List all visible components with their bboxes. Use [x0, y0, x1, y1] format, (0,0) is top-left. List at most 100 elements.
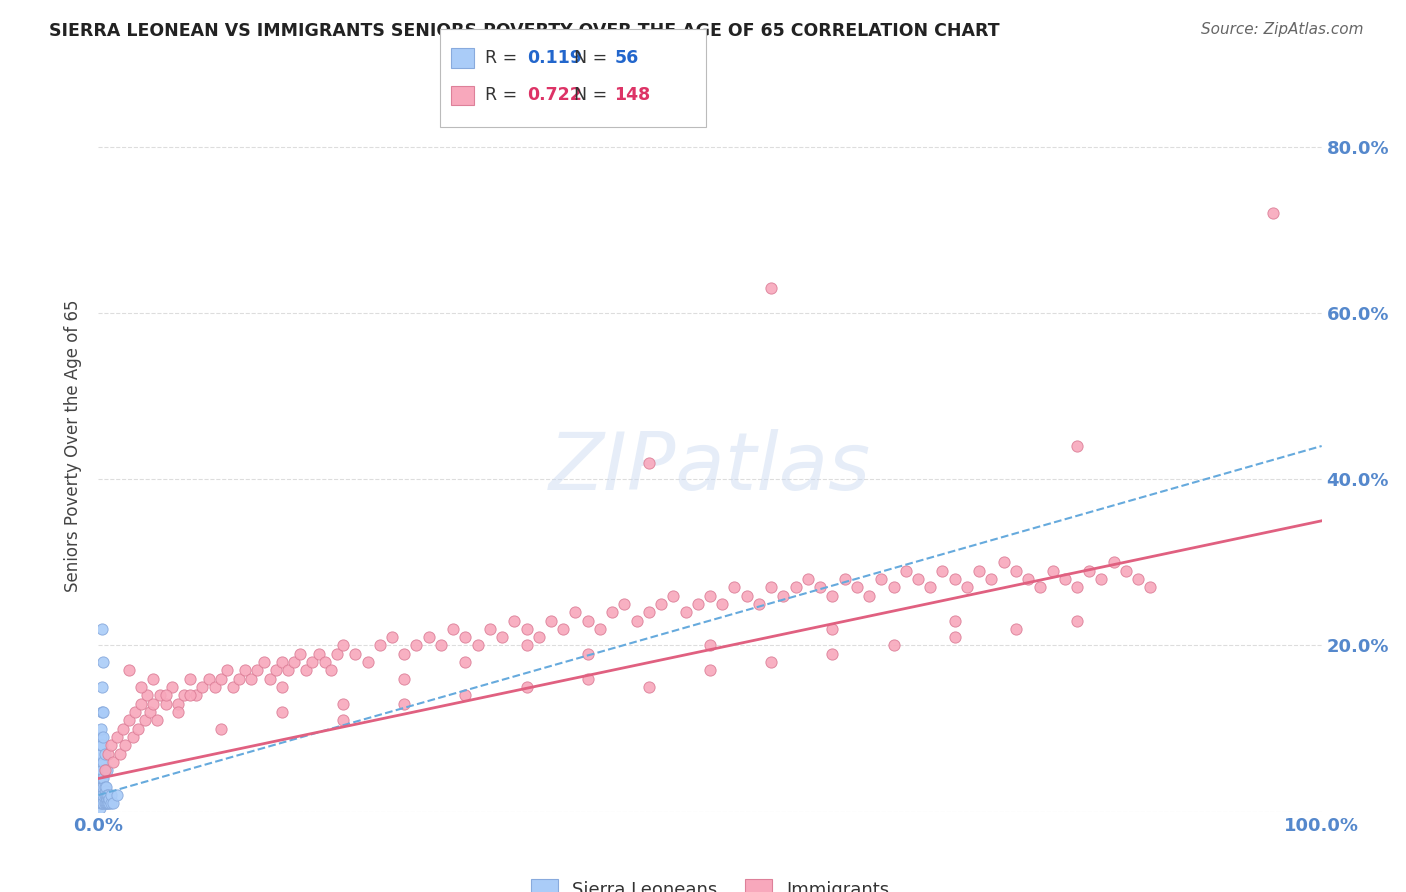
Point [332, 639, 354, 653]
Point [637, 680, 661, 694]
Point [91, 738, 114, 752]
Point [761, 281, 783, 295]
Point [96, 788, 118, 802]
Point [191, 680, 214, 694]
Point [711, 597, 734, 611]
Point [1078, 564, 1101, 578]
Point [381, 630, 404, 644]
Point [160, 680, 183, 694]
Point [91, 680, 114, 694]
Point [1102, 555, 1125, 569]
Point [101, 797, 124, 811]
Point [93, 763, 115, 777]
Point [1066, 614, 1088, 628]
Point [1066, 580, 1088, 594]
Point [723, 580, 745, 594]
Point [735, 589, 758, 603]
Point [142, 697, 165, 711]
Point [90, 747, 112, 761]
Point [98, 797, 121, 811]
Point [179, 672, 201, 686]
Point [675, 605, 697, 619]
Point [441, 622, 464, 636]
Point [204, 680, 226, 694]
Point [637, 456, 661, 470]
Point [94, 784, 117, 798]
Text: N =: N = [574, 49, 613, 67]
Point [90, 755, 112, 769]
Point [797, 572, 820, 586]
Point [90, 780, 112, 794]
Point [114, 738, 136, 752]
Point [91, 797, 114, 811]
Point [91, 705, 114, 719]
Point [94, 797, 117, 811]
Point [326, 647, 349, 661]
Point [454, 655, 477, 669]
Point [91, 788, 114, 802]
Point [503, 614, 526, 628]
Point [883, 639, 905, 653]
Point [91, 797, 114, 811]
Point [332, 714, 354, 728]
Point [589, 622, 612, 636]
Text: Source: ZipAtlas.com: Source: ZipAtlas.com [1201, 22, 1364, 37]
Point [101, 755, 124, 769]
Point [515, 622, 537, 636]
Point [89, 780, 111, 794]
Point [90, 730, 112, 744]
Y-axis label: Seniors Poverty Over the Age of 65: Seniors Poverty Over the Age of 65 [65, 300, 83, 592]
Point [167, 705, 190, 719]
Point [134, 714, 156, 728]
Point [277, 664, 299, 678]
Point [883, 580, 905, 594]
Point [121, 730, 143, 744]
Point [173, 689, 195, 703]
Point [124, 705, 146, 719]
Point [129, 680, 152, 694]
Point [91, 755, 114, 769]
Point [118, 714, 141, 728]
Point [155, 697, 177, 711]
Point [270, 655, 294, 669]
Point [295, 664, 318, 678]
Point [870, 572, 893, 586]
Point [91, 705, 114, 719]
Point [89, 772, 111, 786]
Point [748, 597, 770, 611]
Point [454, 630, 477, 644]
Point [980, 572, 1002, 586]
Point [1029, 580, 1052, 594]
Point [907, 572, 929, 586]
Point [91, 788, 114, 802]
Point [89, 800, 111, 814]
Point [467, 639, 489, 653]
Text: 0.722: 0.722 [527, 87, 582, 104]
Point [209, 722, 232, 736]
Point [821, 622, 844, 636]
Point [821, 647, 844, 661]
Point [1066, 439, 1088, 453]
Point [90, 797, 112, 811]
Point [1261, 206, 1284, 220]
Point [1139, 580, 1161, 594]
Text: 56: 56 [614, 49, 638, 67]
Point [97, 747, 120, 761]
Point [93, 788, 115, 802]
Point [650, 597, 672, 611]
Point [136, 689, 159, 703]
Point [111, 722, 134, 736]
Text: R =: R = [485, 49, 523, 67]
Point [96, 763, 118, 777]
Point [89, 797, 111, 811]
Point [105, 788, 128, 802]
Point [761, 580, 783, 594]
Point [1053, 572, 1076, 586]
Point [662, 589, 685, 603]
Point [93, 780, 115, 794]
Point [1042, 564, 1064, 578]
Point [699, 589, 721, 603]
Point [527, 630, 550, 644]
Point [418, 630, 440, 644]
Point [149, 689, 172, 703]
